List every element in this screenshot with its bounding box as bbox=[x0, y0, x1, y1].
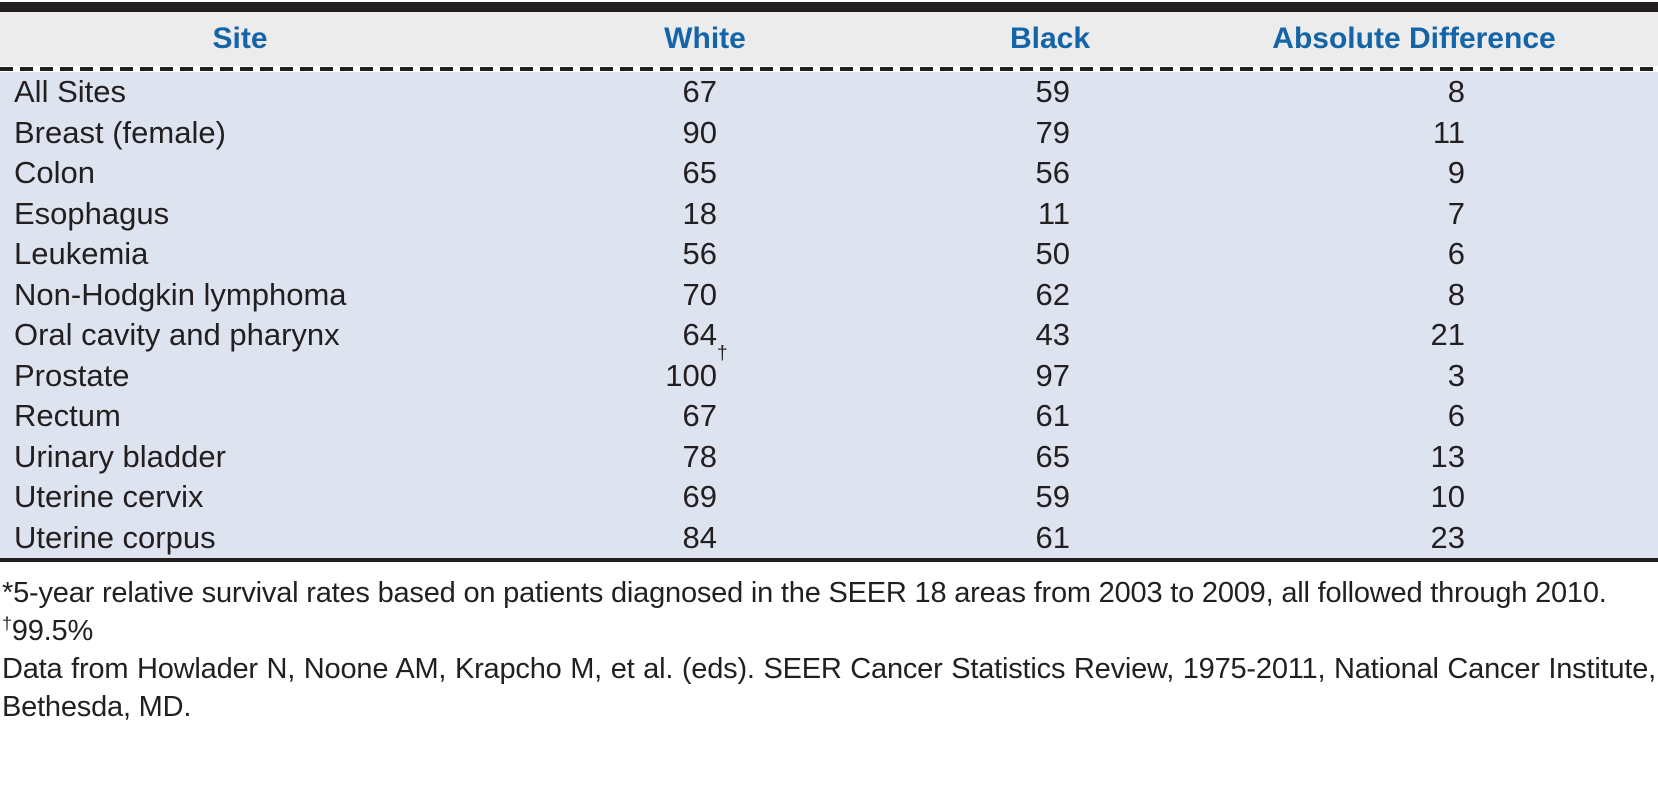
site-cell: All Sites bbox=[14, 74, 126, 109]
absolute-difference-cell: 8 bbox=[1447, 74, 1465, 109]
black-rate-cell: 62 bbox=[1035, 276, 1070, 312]
site-cell: Uterine cervix bbox=[14, 479, 204, 514]
white-rate-cell: 65 bbox=[682, 155, 717, 190]
table-row: Uterine cervix 69 59 10 bbox=[0, 477, 1658, 518]
white-rate-cell: 64 bbox=[682, 317, 717, 352]
black-rate-cell: 61 bbox=[1035, 398, 1070, 433]
column-header-site: Site bbox=[212, 22, 268, 55]
table-row: All Sites 67 59 8 bbox=[0, 72, 1658, 113]
footnote-line: Data from Howlader N, Noone AM, Krapcho … bbox=[2, 653, 1656, 723]
column-header-white: White bbox=[664, 22, 746, 55]
table-bottom-rule bbox=[0, 558, 1658, 562]
table-row: Leukemia 56 50 6 bbox=[0, 234, 1658, 275]
absolute-difference-cell: 9 bbox=[1447, 155, 1465, 190]
site-cell: Breast (female) bbox=[14, 114, 226, 150]
black-rate-cell: 79 bbox=[1035, 114, 1070, 150]
absolute-difference-cell: 3 bbox=[1447, 357, 1465, 393]
table-row: Uterine corpus 84 61 23 bbox=[0, 518, 1658, 559]
site-cell: Oral cavity and pharynx bbox=[14, 317, 340, 352]
absolute-difference-cell: 21 bbox=[1430, 317, 1465, 352]
table-row: Oral cavity and pharynx 64 43 21 bbox=[0, 315, 1658, 356]
absolute-difference-cell: 7 bbox=[1447, 195, 1465, 231]
absolute-difference-cell: 6 bbox=[1447, 236, 1465, 271]
white-rate-cell: 18 bbox=[682, 195, 717, 231]
column-header-black: Black bbox=[1009, 22, 1091, 55]
footnote-line: †99.5% bbox=[2, 613, 94, 647]
absolute-difference-cell: 23 bbox=[1430, 519, 1465, 555]
absolute-difference-cell: 11 bbox=[1432, 114, 1465, 150]
table-row: Esophagus 18 11 7 bbox=[0, 194, 1658, 235]
table-row: Breast (female) 90 79 11 bbox=[0, 113, 1658, 154]
black-rate-cell: 59 bbox=[1035, 74, 1070, 109]
white-rate-cell: 100 † bbox=[665, 342, 728, 393]
table-row: Rectum 67 61 6 bbox=[0, 396, 1658, 437]
black-rate-cell: 11 bbox=[1037, 195, 1070, 231]
table-body: All Sites 67 59 8 Breast (female) 90 79 … bbox=[0, 72, 1658, 558]
survival-rates-table: Site White Black Absolute Difference All… bbox=[0, 12, 1658, 558]
table-row: Colon 65 56 9 bbox=[0, 153, 1658, 194]
table-row: Non-Hodgkin lymphoma 70 62 8 bbox=[0, 275, 1658, 316]
site-cell: Rectum bbox=[14, 398, 121, 433]
white-rate-cell: 84 bbox=[682, 519, 717, 555]
white-rate-cell: 56 bbox=[682, 236, 717, 271]
site-cell: Uterine corpus bbox=[14, 519, 216, 555]
white-rate-cell: 78 bbox=[682, 438, 717, 474]
black-rate-cell: 50 bbox=[1035, 236, 1070, 271]
black-rate-cell: 61 bbox=[1035, 519, 1070, 555]
footnotes: *5-year relative survival rates based on… bbox=[0, 562, 1658, 726]
absolute-difference-cell: 6 bbox=[1447, 398, 1465, 433]
table-header-row: Site White Black Absolute Difference bbox=[0, 12, 1658, 66]
black-rate-cell: 65 bbox=[1035, 438, 1070, 474]
black-rate-cell: 56 bbox=[1035, 155, 1070, 190]
site-cell: Leukemia bbox=[14, 236, 149, 271]
footnote-line: *5-year relative survival rates based on… bbox=[2, 577, 1607, 609]
absolute-difference-cell: 8 bbox=[1447, 276, 1465, 312]
site-cell: Esophagus bbox=[14, 195, 170, 231]
site-cell: Non-Hodgkin lymphoma bbox=[14, 276, 347, 312]
table-row: Urinary bladder 78 65 13 bbox=[0, 437, 1658, 478]
site-cell: Prostate bbox=[14, 357, 130, 393]
black-rate-cell: 97 bbox=[1035, 357, 1070, 393]
white-rate-cell: 90 bbox=[682, 114, 717, 150]
absolute-difference-cell: 10 bbox=[1430, 479, 1465, 514]
dagger-superscript: † bbox=[2, 613, 12, 634]
site-cell: Urinary bladder bbox=[14, 438, 226, 474]
white-rate-cell: 67 bbox=[682, 74, 717, 109]
black-rate-cell: 59 bbox=[1035, 479, 1070, 514]
header-dashed-divider bbox=[0, 67, 1658, 71]
absolute-difference-cell: 13 bbox=[1430, 438, 1465, 474]
white-rate-cell: 67 bbox=[682, 398, 717, 433]
table-top-rule bbox=[0, 2, 1658, 12]
white-rate-cell: 69 bbox=[682, 479, 717, 514]
column-header-absolute-difference: Absolute Difference bbox=[1272, 22, 1556, 55]
black-rate-cell: 43 bbox=[1035, 317, 1070, 352]
table-row: Prostate 100 † 97 3 bbox=[0, 342, 1658, 397]
site-cell: Colon bbox=[14, 155, 95, 190]
white-rate-cell: 70 bbox=[682, 276, 717, 312]
dagger-superscript: † bbox=[717, 342, 728, 364]
